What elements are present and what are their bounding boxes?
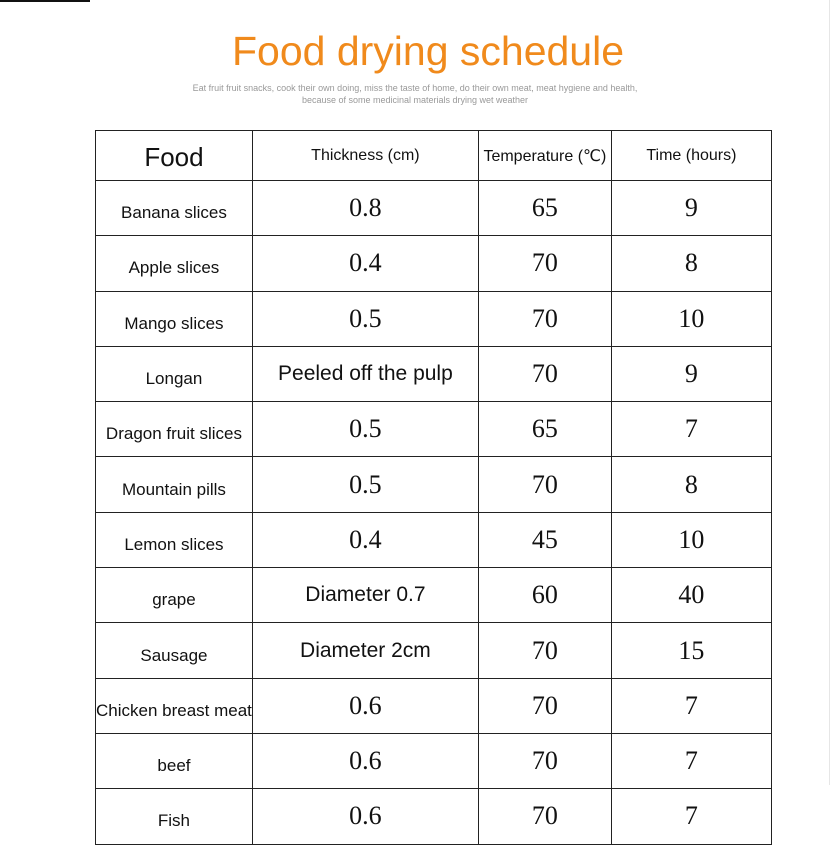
value-cell: 9 <box>610 179 772 237</box>
data-row: Lemon slices 0.4 45 10 <box>95 511 772 569</box>
schedule-table: Food Thickness (cm) Temperature (℃) Time (h… <box>95 130 772 845</box>
food-cell: grape <box>95 567 253 624</box>
value-cell: 0.6 <box>251 732 479 790</box>
food-cell: Fish <box>95 788 253 845</box>
data-row: Chicken breast meat 0.6 70 7 <box>95 677 772 734</box>
header-row: Food Thickness (cm) Temperature (℃) Time (h… <box>95 130 772 181</box>
data-row: grape Diameter 0.7 60 40 <box>95 567 772 624</box>
value-cell: 40 <box>610 567 772 624</box>
data-row: Mountain pills 0.5 70 8 <box>95 456 772 513</box>
data-row: Mango slices 0.5 70 10 <box>95 290 772 347</box>
data-row: Fish 0.6 70 7 <box>95 788 772 845</box>
header-cell: Temperature (℃) <box>477 130 612 181</box>
value-cell: 70 <box>477 788 612 845</box>
value-cell: 65 <box>477 401 612 458</box>
value-cell: 70 <box>477 235 612 292</box>
header-cell: Food <box>95 130 253 181</box>
value-cell: 10 <box>610 290 772 347</box>
value-cell: 0.5 <box>251 401 479 458</box>
value-cell: Diameter 0.7 <box>251 567 479 624</box>
data-row: Banana slices 0.8 65 9 <box>95 179 772 237</box>
food-cell: Dragon fruit slices <box>95 401 253 458</box>
data-row: Dragon fruit slices 0.5 65 7 <box>95 401 772 458</box>
food-cell: beef <box>95 732 253 790</box>
header-cell: Thickness (cm) <box>251 130 479 181</box>
food-cell: Apple slices <box>95 235 253 292</box>
food-cell: Mango slices <box>95 290 253 347</box>
value-cell: 0.8 <box>251 179 479 237</box>
value-cell: 8 <box>610 456 772 513</box>
value-cell: 65 <box>477 179 612 237</box>
value-cell: 7 <box>610 732 772 790</box>
value-cell: 7 <box>610 788 772 845</box>
value-cell: Diameter 2cm <box>251 622 479 679</box>
data-row: beef 0.6 70 7 <box>95 732 772 790</box>
food-cell: Longan <box>95 345 253 403</box>
value-cell: 70 <box>477 456 612 513</box>
food-cell: Lemon slices <box>95 511 253 569</box>
header-cell: Time (hours) <box>610 130 772 181</box>
value-cell: 9 <box>610 345 772 403</box>
data-row: Longan Peeled off the pulp 70 9 <box>95 345 772 403</box>
food-cell: Banana slices <box>95 179 253 237</box>
food-cell: Mountain pills <box>95 456 253 513</box>
value-cell: 0.6 <box>251 788 479 845</box>
value-cell: 7 <box>610 677 772 734</box>
value-cell: 0.5 <box>251 290 479 347</box>
food-cell: Chicken breast meat <box>95 677 253 734</box>
top-bar <box>0 0 90 2</box>
value-cell: 0.4 <box>251 511 479 569</box>
title: Food drying schedule <box>231 28 625 74</box>
value-cell: 70 <box>477 345 612 403</box>
subtitle: Eat fruit fruit snacks, cook their own d… <box>192 83 638 105</box>
food-cell: Sausage <box>95 622 253 679</box>
value-cell: 10 <box>610 511 772 569</box>
value-cell: 0.4 <box>251 235 479 292</box>
value-cell: 45 <box>477 511 612 569</box>
value-cell: 0.5 <box>251 456 479 513</box>
value-cell: 70 <box>477 732 612 790</box>
value-cell: 0.6 <box>251 677 479 734</box>
value-cell: 70 <box>477 677 612 734</box>
data-row: Apple slices 0.4 70 8 <box>95 235 772 292</box>
value-cell: 15 <box>610 622 772 679</box>
value-cell: 8 <box>610 235 772 292</box>
data-row: Sausage Diameter 2cm 70 15 <box>95 622 772 679</box>
value-cell: 70 <box>477 290 612 347</box>
value-cell: 70 <box>477 622 612 679</box>
value-cell: Peeled off the pulp <box>251 345 479 403</box>
value-cell: 7 <box>610 401 772 458</box>
value-cell: 60 <box>477 567 612 624</box>
